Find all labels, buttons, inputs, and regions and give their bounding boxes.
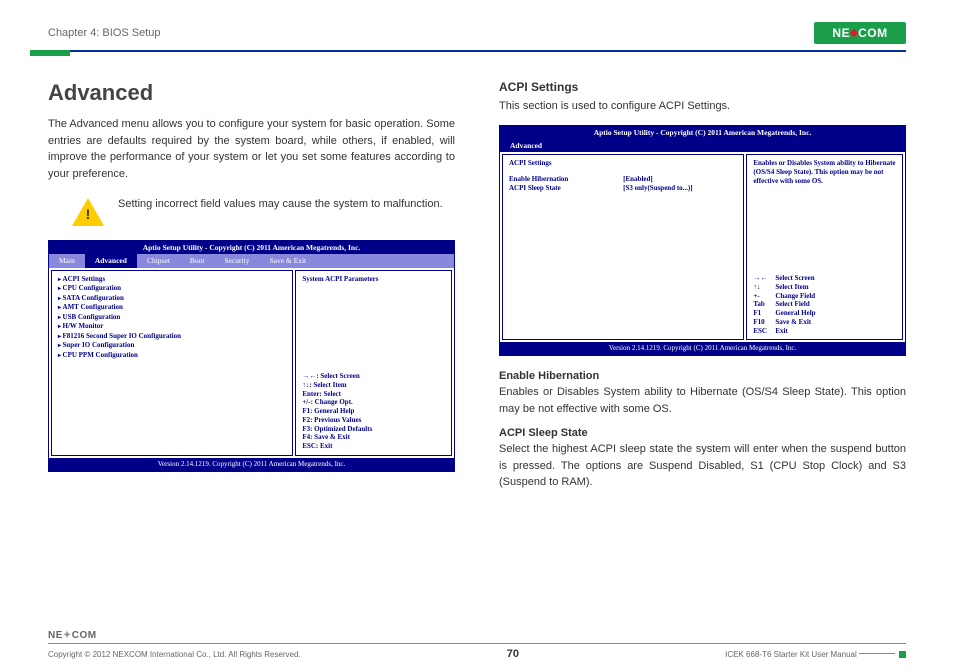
bios2-section-label: ACPI Settings — [509, 159, 737, 168]
footer-doc: ICEK 668-T6 Starter Kit User Manual — [725, 650, 906, 659]
bios-help-line: +-Change Field — [753, 292, 896, 301]
warning-icon — [72, 198, 104, 226]
bios-help-line: +/-: Change Opt. — [302, 398, 445, 407]
nexcom-logo: NECOM — [814, 22, 906, 44]
bios-tab: Save & Exit — [259, 254, 316, 267]
bios-screenshot-1: Aptio Setup Utility - Copyright (C) 2011… — [48, 240, 455, 472]
bios-help-line: F2: Previous Values — [302, 416, 445, 425]
bios2-help: →←Select Screen↑↓Select Item+-Change Fie… — [753, 274, 896, 335]
bios1-right-desc: System ACPI Parameters — [302, 275, 445, 284]
bios-setting-row: Enable Hibernation[Enabled] — [509, 175, 737, 184]
bios-menu-item: SATA Configuration — [58, 294, 286, 304]
bios-menu-item: USB Configuration — [58, 313, 286, 323]
bios2-right-panel: Enables or Disables System ability to Hi… — [746, 154, 903, 340]
bios-help-line: ↑↓Select Item — [753, 283, 896, 292]
section-intro: The Advanced menu allows you to configur… — [48, 116, 455, 182]
footer-page: 70 — [507, 648, 519, 660]
bios-help-line: ESC: Exit — [302, 442, 445, 451]
bios-tab: Chipset — [137, 254, 180, 267]
page-header: Chapter 4: BIOS Setup NECOM — [48, 20, 906, 46]
bios2-title: Aptio Setup Utility - Copyright (C) 2011… — [500, 126, 905, 139]
bios2-tab: Advanced — [500, 139, 905, 152]
bios1-left-panel: ACPI SettingsCPU ConfigurationSATA Confi… — [51, 270, 293, 456]
bios-menu-item: F81216 Second Super IO Configuration — [58, 332, 286, 342]
page-footer: NE✦COM Copyright © 2012 NEXCOM Internati… — [48, 630, 906, 660]
bios1-footer: Version 2.14.1219. Copyright (C) 2011 Am… — [49, 458, 454, 471]
warning-block: Setting incorrect field values may cause… — [72, 196, 455, 226]
bios-help-line: →←Select Screen — [753, 274, 896, 283]
bios-help-line: F10Save & Exit — [753, 318, 896, 327]
bios-help-line: F3: Optimized Defaults — [302, 425, 445, 434]
bios-menu-item: Super IO Configuration — [58, 341, 286, 351]
acpi-heading: ACPI Settings — [499, 80, 906, 94]
bios-screenshot-2: Aptio Setup Utility - Copyright (C) 2011… — [499, 125, 906, 357]
enable-hib-heading: Enable Hibernation — [499, 370, 906, 382]
bios-menu-item: ACPI Settings — [58, 275, 286, 285]
warning-text: Setting incorrect field values may cause… — [118, 196, 443, 213]
bios1-title: Aptio Setup Utility - Copyright (C) 2011… — [49, 241, 454, 254]
bios-tab: Security — [214, 254, 259, 267]
bios2-footer: Version 2.14.1219. Copyright (C) 2011 Am… — [500, 342, 905, 355]
bios2-right-desc: Enables or Disables System ability to Hi… — [753, 159, 896, 185]
bios-help-line: ↑↓: Select Item — [302, 381, 445, 390]
left-column: Advanced The Advanced menu allows you to… — [48, 80, 455, 501]
bios1-right-panel: System ACPI Parameters →←: Select Screen… — [295, 270, 452, 456]
footer-copyright: Copyright © 2012 NEXCOM International Co… — [48, 650, 301, 659]
bios-tab: Advanced — [85, 254, 137, 267]
bios2-left-panel: ACPI Settings Enable Hibernation[Enabled… — [502, 154, 744, 340]
acpi-intro: This section is used to configure ACPI S… — [499, 98, 906, 115]
bios-help-line: F4: Save & Exit — [302, 433, 445, 442]
section-title: Advanced — [48, 80, 455, 106]
chapter-title: Chapter 4: BIOS Setup — [48, 27, 161, 39]
bios-help-line: TabSelect Field — [753, 300, 896, 309]
sleep-state-heading: ACPI Sleep State — [499, 427, 906, 439]
bios-setting-row: ACPI Sleep State[S3 only(Suspend to...)] — [509, 184, 737, 193]
bios-help-line: F1General Help — [753, 309, 896, 318]
bios-help-line: F1: General Help — [302, 407, 445, 416]
enable-hib-text: Enables or Disables System ability to Hi… — [499, 384, 906, 417]
bios-help-line: ESCExit — [753, 327, 896, 336]
bios-menu-item: H/W Monitor — [58, 322, 286, 332]
footer-logo: NE✦COM — [48, 630, 906, 641]
bios-menu-item: AMT Configuration — [58, 303, 286, 313]
bios-tab: Main — [49, 254, 85, 267]
bios1-help: →←: Select Screen↑↓: Select ItemEnter: S… — [302, 372, 445, 451]
header-rule — [48, 50, 906, 52]
bios-tab: Boot — [180, 254, 215, 267]
bios-menu-item: CPU Configuration — [58, 284, 286, 294]
bios-help-line: Enter: Select — [302, 390, 445, 399]
bios1-tabs: MainAdvancedChipsetBootSecuritySave & Ex… — [49, 254, 454, 267]
sleep-state-text: Select the highest ACPI sleep state the … — [499, 441, 906, 491]
right-column: ACPI Settings This section is used to co… — [499, 80, 906, 501]
bios-help-line: →←: Select Screen — [302, 372, 445, 381]
bios-menu-item: CPU PPM Configuration — [58, 351, 286, 361]
